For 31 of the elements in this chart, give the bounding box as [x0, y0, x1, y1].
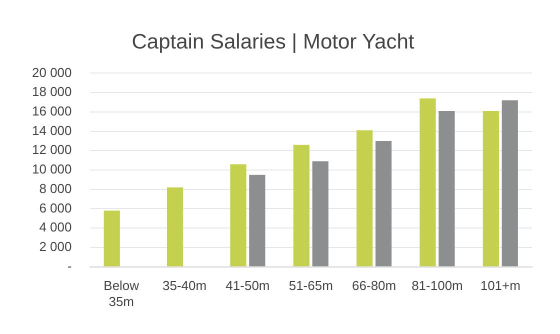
- y-tick-label: 16 000: [32, 104, 72, 118]
- y-tick-label: 20 000: [32, 64, 72, 80]
- bar: [166, 187, 184, 266]
- bar: [438, 110, 455, 266]
- x-tick-label: 51-65m: [288, 278, 333, 294]
- y-tick-label: 2 000: [39, 239, 72, 254]
- bar: [312, 161, 328, 266]
- x-tick-label: 81-100m: [412, 278, 463, 294]
- x-tick-label: 35-40m: [162, 278, 207, 294]
- y-tick-label: 6 000: [39, 200, 72, 216]
- y-tick-label: 8 000: [39, 180, 72, 196]
- bar: [420, 98, 436, 266]
- x-tick-label: 41-50m: [226, 278, 270, 294]
- y-tick-label: 12 000: [32, 142, 72, 158]
- bar: [230, 164, 246, 266]
- bar: [375, 140, 392, 266]
- bar: [104, 210, 120, 266]
- y-tick-label: 18 000: [32, 84, 72, 100]
- x-tick-label: Below 35m: [104, 278, 140, 309]
- x-tick-label: 66-80m: [352, 278, 396, 294]
- bar: [356, 130, 373, 266]
- bar: [482, 110, 499, 266]
- bar: [502, 100, 518, 266]
- bar: [293, 144, 310, 266]
- bar: [249, 174, 266, 266]
- chart-title: Captain Salaries | Motor Yacht: [132, 30, 414, 54]
- y-tick-label: 4 000: [39, 220, 72, 235]
- y-tick-label: -: [67, 258, 72, 274]
- x-tick-label: 101+m: [480, 278, 520, 294]
- y-tick-label: 14 000: [32, 122, 72, 138]
- y-tick-label: 10 000: [32, 162, 72, 177]
